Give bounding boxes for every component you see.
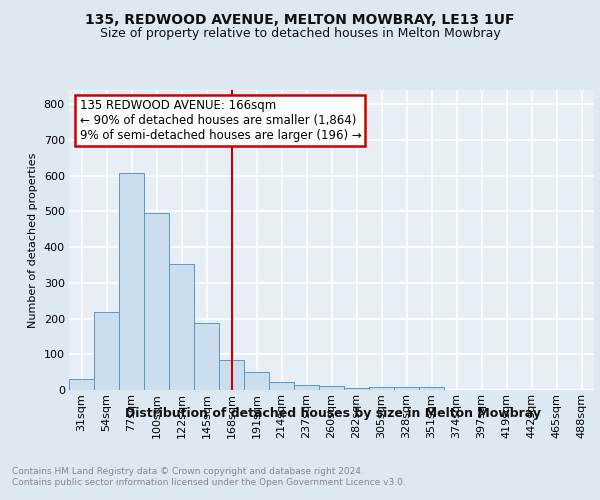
Bar [169, 264, 194, 390]
Bar [394, 387, 419, 390]
Bar [344, 388, 369, 390]
Bar [69, 378, 94, 390]
Bar [419, 387, 444, 390]
Bar [369, 387, 394, 390]
Bar [119, 172, 144, 390]
Text: Contains HM Land Registry data © Crown copyright and database right 2024.
Contai: Contains HM Land Registry data © Crown c… [12, 468, 406, 487]
Bar [219, 360, 244, 390]
Text: 135 REDWOOD AVENUE: 166sqm
← 90% of detached houses are smaller (1,864)
9% of se: 135 REDWOOD AVENUE: 166sqm ← 90% of deta… [79, 99, 361, 142]
Bar [319, 386, 344, 390]
Bar [94, 312, 119, 390]
Bar [269, 382, 294, 390]
Text: 135, REDWOOD AVENUE, MELTON MOWBRAY, LE13 1UF: 135, REDWOOD AVENUE, MELTON MOWBRAY, LE1… [85, 12, 515, 26]
Bar [144, 213, 169, 390]
Y-axis label: Number of detached properties: Number of detached properties [28, 152, 38, 328]
Text: Distribution of detached houses by size in Melton Mowbray: Distribution of detached houses by size … [125, 408, 541, 420]
Text: Size of property relative to detached houses in Melton Mowbray: Size of property relative to detached ho… [100, 28, 500, 40]
Bar [244, 372, 269, 390]
Bar [194, 323, 219, 390]
Bar [294, 384, 319, 390]
